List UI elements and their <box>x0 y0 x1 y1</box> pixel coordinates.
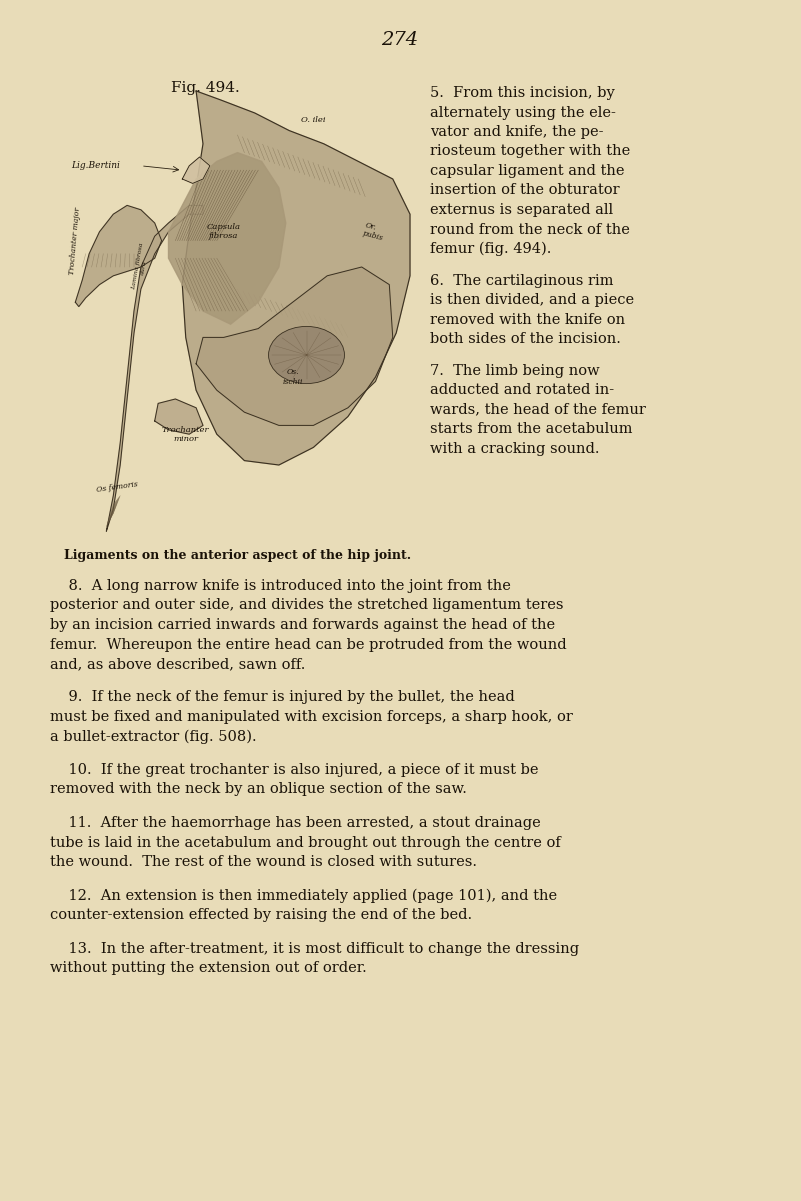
Text: removed with the neck by an oblique section of the saw.: removed with the neck by an oblique sect… <box>50 783 467 796</box>
Polygon shape <box>168 153 286 324</box>
Text: 13.  In the after-treatment, it is most difficult to change the dressing: 13. In the after-treatment, it is most d… <box>50 942 579 956</box>
Text: removed with the knife on: removed with the knife on <box>430 312 625 327</box>
Text: femur (fig. 494).: femur (fig. 494). <box>430 241 551 256</box>
Ellipse shape <box>268 327 344 383</box>
Text: posterior and outer side, and divides the stretched ligamentum teres: posterior and outer side, and divides th… <box>50 598 563 613</box>
Text: by an incision carried inwards and forwards against the head of the: by an incision carried inwards and forwa… <box>50 619 555 632</box>
Text: O. ilei: O. ilei <box>301 115 326 124</box>
Text: riosteum together with the: riosteum together with the <box>430 144 630 159</box>
Text: a bullet-extractor (fig. 508).: a bullet-extractor (fig. 508). <box>50 729 256 743</box>
Text: 11.  After the haemorrhage has been arrested, a stout drainage: 11. After the haemorrhage has been arres… <box>50 815 541 830</box>
Polygon shape <box>107 205 203 531</box>
Text: and, as above described, sawn off.: and, as above described, sawn off. <box>50 657 305 671</box>
Text: must be fixed and manipulated with excision forceps, a sharp hook, or: must be fixed and manipulated with excis… <box>50 710 573 724</box>
Text: 8.  A long narrow knife is introduced into the joint from the: 8. A long narrow knife is introduced int… <box>50 579 511 593</box>
Text: 12.  An extension is then immediately applied (page 101), and the: 12. An extension is then immediately app… <box>50 889 557 903</box>
Text: Capsula
fibrosa: Capsula fibrosa <box>207 223 240 240</box>
Text: 6.  The cartilaginous rim: 6. The cartilaginous rim <box>430 274 614 287</box>
Text: externus is separated all: externus is separated all <box>430 203 613 217</box>
Text: Trochanter
minor: Trochanter minor <box>162 425 210 443</box>
Polygon shape <box>196 267 392 425</box>
Polygon shape <box>155 399 203 435</box>
Polygon shape <box>183 91 410 465</box>
Text: 9.  If the neck of the femur is injured by the bullet, the head: 9. If the neck of the femur is injured b… <box>50 691 515 705</box>
Text: Lig.Bertini: Lig.Bertini <box>71 161 120 171</box>
Text: Os.
ischii: Os. ischii <box>283 369 303 386</box>
Text: alternately using the ele-: alternately using the ele- <box>430 106 616 120</box>
Text: 7.  The limb being now: 7. The limb being now <box>430 364 600 377</box>
Text: Or.
pubis: Or. pubis <box>362 221 386 243</box>
Text: counter-extension effected by raising the end of the bed.: counter-extension effected by raising th… <box>50 908 472 922</box>
Text: tube is laid in the acetabulum and brought out through the centre of: tube is laid in the acetabulum and broug… <box>50 836 561 849</box>
Text: without putting the extension out of order.: without putting the extension out of ord… <box>50 961 367 975</box>
Text: 10.  If the great trochanter is also injured, a piece of it must be: 10. If the great trochanter is also inju… <box>50 763 538 777</box>
Text: starts from the acetabulum: starts from the acetabulum <box>430 422 633 436</box>
Text: femur.  Whereupon the entire head can be protruded from the wound: femur. Whereupon the entire head can be … <box>50 638 566 651</box>
Text: wards, the head of the femur: wards, the head of the femur <box>430 402 646 417</box>
Polygon shape <box>75 205 162 306</box>
Text: with a cracking sound.: with a cracking sound. <box>430 442 599 455</box>
Text: capsular ligament and the: capsular ligament and the <box>430 165 625 178</box>
Text: both sides of the incision.: both sides of the incision. <box>430 331 621 346</box>
Text: insertion of the obturator: insertion of the obturator <box>430 184 620 197</box>
Text: is then divided, and a piece: is then divided, and a piece <box>430 293 634 307</box>
Text: the wound.  The rest of the wound is closed with sutures.: the wound. The rest of the wound is clos… <box>50 855 477 870</box>
Text: Ligaments on the anterior aspect of the hip joint.: Ligaments on the anterior aspect of the … <box>64 549 411 562</box>
Text: vator and knife, the pe-: vator and knife, the pe- <box>430 125 603 139</box>
Text: round from the neck of the: round from the neck of the <box>430 222 630 237</box>
Text: adducted and rotated in-: adducted and rotated in- <box>430 383 614 398</box>
Text: Fig. 494.: Fig. 494. <box>171 80 239 95</box>
Text: 274: 274 <box>381 31 419 49</box>
Text: 5.  From this incision, by: 5. From this incision, by <box>430 86 614 100</box>
Text: Os femoris: Os femoris <box>95 480 138 494</box>
Polygon shape <box>183 157 210 184</box>
Text: Lamina fibrosa
dura: Lamina fibrosa dura <box>131 243 151 292</box>
Text: Trochanter major: Trochanter major <box>68 207 83 275</box>
Bar <box>65 91 410 531</box>
